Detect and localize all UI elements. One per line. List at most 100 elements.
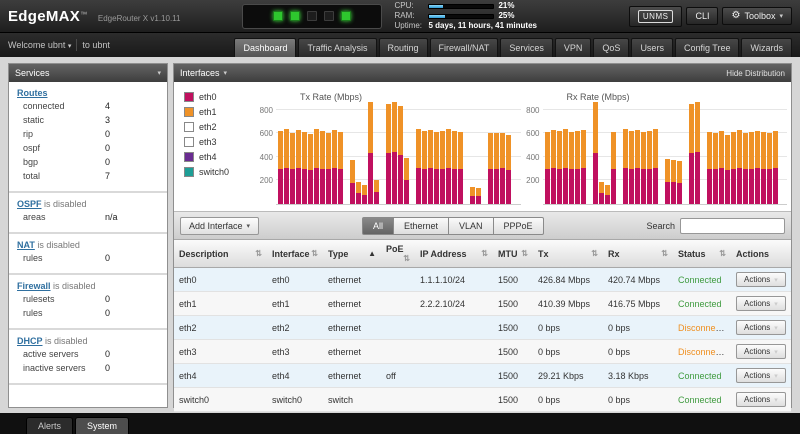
bar-segment-eth0 (278, 169, 283, 204)
chart-legend: eth0eth1eth2eth3eth4switch0 (178, 86, 254, 205)
sidebar-link-routes[interactable]: Routes (17, 88, 48, 98)
bar-segment-eth1 (374, 180, 379, 192)
add-interface-label: Add Interface (189, 221, 243, 231)
column-header-type[interactable]: Type▲ (323, 240, 381, 268)
cell-poe (381, 292, 415, 316)
hide-distribution-link[interactable]: Hide Distribution (726, 69, 785, 78)
bar-segment-eth1 (575, 131, 580, 169)
bar-segment-eth0 (707, 169, 712, 204)
sort-icon[interactable]: ▲ (368, 249, 376, 258)
cell-interface: eth2 (267, 316, 323, 340)
filter-pppoe[interactable]: PPPoE (494, 217, 544, 235)
toolbox-button[interactable]: ⚙ Toolbox ▾ (722, 7, 792, 25)
cell-type: switch (323, 388, 381, 412)
search-input[interactable] (680, 218, 785, 234)
sidebar-link-nat[interactable]: NAT (17, 240, 35, 250)
bar (284, 99, 289, 204)
column-header-status[interactable]: Status⇅ (673, 240, 731, 268)
bar (494, 99, 499, 204)
cell-tx: 0 bps (533, 340, 603, 364)
bar-segment-eth1 (500, 133, 505, 168)
chevron-down-icon: ▾ (157, 69, 161, 77)
filter-vlan[interactable]: VLAN (449, 217, 494, 235)
column-header-ip-address[interactable]: IP Address⇅ (415, 240, 493, 268)
cell-description: eth4 (174, 364, 267, 388)
status-badge: Disconnected (678, 347, 731, 357)
cell-rx: 0 bps (603, 388, 673, 412)
column-header-mtu[interactable]: MTU⇅ (493, 240, 533, 268)
actions-button-eth2[interactable]: Actions▾ (736, 320, 786, 335)
bar-segment-eth1 (647, 131, 652, 169)
bar-segment-eth1 (569, 132, 574, 169)
sort-icon[interactable]: ⇅ (591, 249, 598, 258)
tab-traffic-analysis[interactable]: Traffic Analysis (298, 38, 376, 57)
bottom-tab-system[interactable]: System (75, 417, 129, 434)
sort-icon[interactable]: ⇅ (481, 249, 488, 258)
bar-segment-eth1 (470, 187, 475, 196)
bar-segment-eth0 (488, 169, 493, 204)
cell-type: ethernet (323, 316, 381, 340)
tab-vpn[interactable]: VPN (555, 38, 592, 57)
bar-segment-eth1 (440, 131, 445, 169)
bar-segment-eth1 (563, 129, 568, 168)
sort-icon[interactable]: ⇅ (521, 249, 528, 258)
bottom-tab-alerts[interactable]: Alerts (26, 417, 73, 434)
sort-icon[interactable]: ⇅ (255, 249, 262, 258)
sort-icon[interactable]: ⇅ (311, 249, 318, 258)
tab-wizards[interactable]: Wizards (741, 38, 792, 57)
tab-services[interactable]: Services (500, 38, 553, 57)
sidebar-link-dhcp[interactable]: DHCP (17, 336, 43, 346)
cell-actions: Actions▾ (731, 388, 791, 412)
bar-segment-eth1 (398, 106, 403, 155)
actions-button-eth3[interactable]: Actions▾ (736, 344, 786, 359)
stat-row-ospf: ospf0 (17, 141, 159, 155)
column-header-rx[interactable]: Rx⇅ (603, 240, 673, 268)
add-interface-button[interactable]: Add Interface ▾ (180, 217, 259, 235)
filter-ethernet[interactable]: Ethernet (394, 217, 449, 235)
actions-button-eth1[interactable]: Actions▾ (736, 296, 786, 311)
column-header-tx[interactable]: Tx⇅ (533, 240, 603, 268)
tab-routing[interactable]: Routing (379, 38, 428, 57)
bar-segment-eth1 (332, 130, 337, 168)
sort-icon[interactable]: ⇅ (403, 254, 410, 263)
tab-config-tree[interactable]: Config Tree (675, 38, 740, 57)
cell-rx: 420.74 Mbps (603, 268, 673, 292)
sort-icon[interactable]: ⇅ (661, 249, 668, 258)
cpu-progressbar (428, 4, 494, 9)
bar-segment-eth0 (326, 169, 331, 204)
cell-type: ethernet (323, 268, 381, 292)
sidebar-link-ospf[interactable]: OSPF (17, 199, 42, 209)
interfaces-dropdown[interactable]: Interfaces ▾ (180, 68, 227, 78)
bar-segment-eth0 (506, 170, 511, 204)
cell-type: ethernet (323, 292, 381, 316)
actions-button-eth0[interactable]: Actions▾ (736, 272, 786, 287)
bar (683, 99, 688, 204)
sort-icon[interactable]: ⇅ (719, 249, 726, 258)
cli-button[interactable]: CLI (686, 7, 718, 25)
unms-button[interactable]: UNMS (629, 6, 683, 27)
bar (731, 99, 736, 204)
stat-row-inactive-servers: inactive servers0 (17, 361, 159, 375)
sidebar-header-dropdown[interactable]: Services ▾ (9, 64, 167, 82)
device-panel (242, 4, 382, 29)
cell-ip-address (415, 388, 493, 412)
column-header-poe[interactable]: PoE⇅ (381, 240, 415, 268)
tab-users[interactable]: Users (631, 38, 673, 57)
filter-all[interactable]: All (362, 217, 394, 235)
bar (374, 99, 379, 204)
stat-value: 0 (105, 142, 110, 154)
bar-segment-eth0 (422, 169, 427, 204)
tab-firewall-nat[interactable]: Firewall/NAT (430, 38, 499, 57)
column-header-actions[interactable]: Actions (731, 240, 791, 268)
legend-label: eth4 (199, 152, 217, 162)
tab-qos[interactable]: QoS (593, 38, 629, 57)
bar (350, 99, 355, 204)
actions-button-eth4[interactable]: Actions▾ (736, 368, 786, 383)
tab-dashboard[interactable]: Dashboard (234, 38, 296, 57)
column-header-description[interactable]: Description⇅ (174, 240, 267, 268)
actions-button-switch0[interactable]: Actions▾ (736, 392, 786, 407)
column-header-interface[interactable]: Interface⇅ (267, 240, 323, 268)
sidebar-link-firewall[interactable]: Firewall (17, 281, 51, 291)
welcome-user-dropdown[interactable]: Welcome ubnt ▾ (8, 40, 71, 50)
cell-status: Connected (673, 388, 731, 412)
